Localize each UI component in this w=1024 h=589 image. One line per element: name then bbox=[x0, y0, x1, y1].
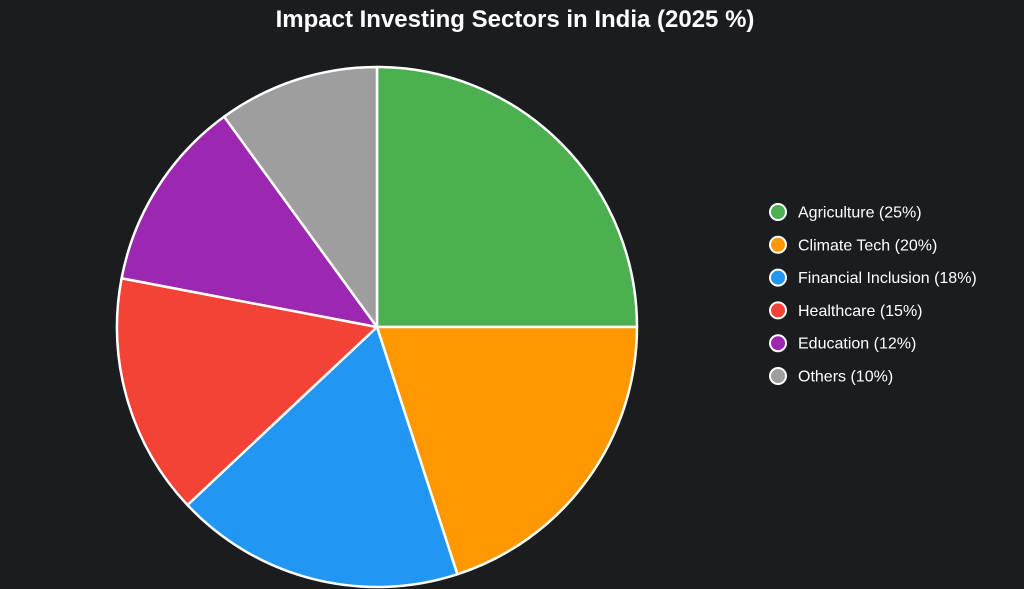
legend-item: Climate Tech (20%) bbox=[769, 235, 937, 254]
legend-swatch bbox=[769, 203, 787, 221]
legend-swatch bbox=[769, 268, 787, 287]
legend-label: Healthcare (15%) bbox=[798, 303, 923, 320]
legend-item: Others (10%) bbox=[769, 367, 893, 386]
chart-title: Impact Investing Sectors in India (2025 … bbox=[275, 6, 755, 33]
pie-slice-climate-tech bbox=[375, 325, 639, 576]
legend-label: Others (10%) bbox=[798, 369, 893, 386]
legend-swatch bbox=[769, 367, 787, 385]
legend-item: Education (12%) bbox=[769, 334, 916, 353]
pie-slice-healthcare bbox=[115, 277, 379, 507]
pie-slice-financial-inclusion bbox=[186, 325, 459, 589]
legend-swatch bbox=[769, 334, 787, 353]
pie-slice-agriculture bbox=[375, 65, 639, 329]
legend-label: Education (12%) bbox=[798, 336, 916, 353]
pie-slice-others bbox=[222, 65, 379, 329]
legend-swatch bbox=[769, 235, 787, 254]
legend-item: Healthcare (15%) bbox=[769, 301, 923, 320]
chart-legend: Agriculture (25%) Climate Tech (20%) Finan… bbox=[769, 203, 977, 386]
legend-item: Agriculture (25%) bbox=[769, 203, 922, 222]
pie-slice-education bbox=[120, 115, 379, 329]
legend-label: Agriculture (25%) bbox=[798, 205, 922, 222]
pie-slices bbox=[115, 65, 639, 589]
legend-label: Financial Inclusion (18%) bbox=[798, 270, 977, 287]
legend-item: Financial Inclusion (18%) bbox=[769, 268, 977, 287]
legend-label: Climate Tech (20%) bbox=[798, 237, 937, 254]
legend-swatch bbox=[769, 301, 787, 320]
